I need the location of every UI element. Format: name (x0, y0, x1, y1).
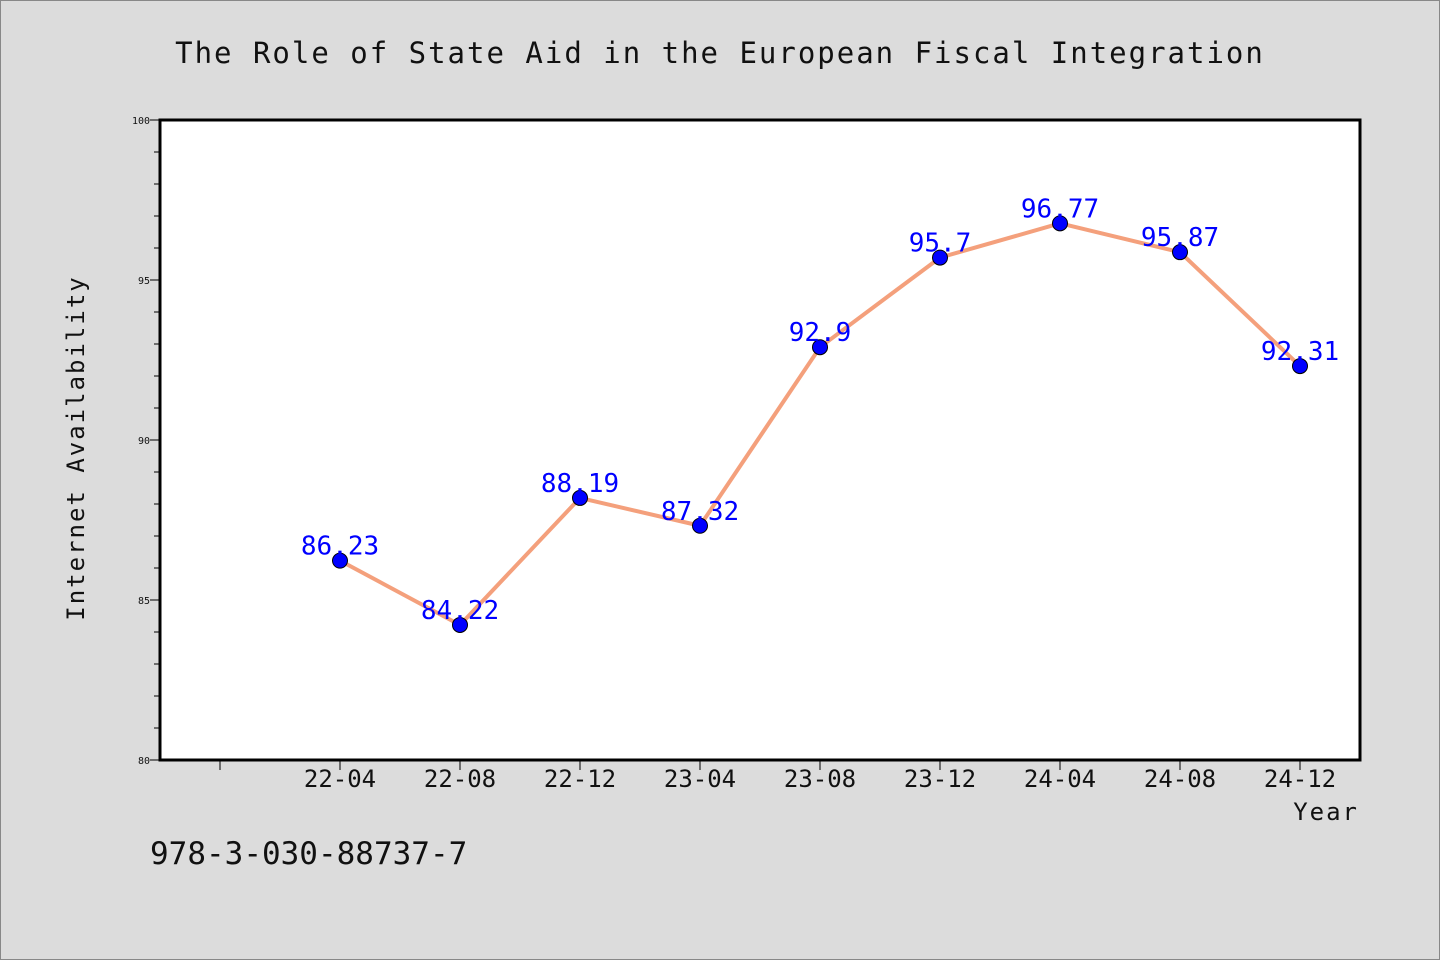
x-tick-label: 23-08 (784, 765, 856, 793)
data-label: 88.19 (541, 469, 619, 499)
data-point (692, 517, 708, 534)
footnote-isbn: 978-3-030-88737-7 (150, 836, 467, 872)
x-tick-label: 22-04 (304, 765, 376, 793)
x-tick-label: 24-08 (1144, 765, 1216, 793)
data-point (572, 489, 588, 506)
data-label: 96.77 (1021, 194, 1099, 224)
y-axis-label: Internet Availability (62, 275, 90, 620)
y-tick-label: 90 (138, 436, 150, 447)
y-tick-label: 95 (138, 276, 150, 287)
x-tick-label: 22-08 (424, 765, 496, 793)
data-point (1052, 215, 1068, 232)
x-axis: 22-04 22-08 22-12 23-04 23-08 23-12 24-04 24-08… (219, 760, 1336, 793)
data-label: 95.7 (909, 229, 972, 259)
data-label: 87.32 (661, 497, 739, 527)
x-tick-label: 23-12 (904, 765, 976, 793)
data-label: 92.31 (1261, 337, 1339, 367)
x-tick-label: 24-12 (1264, 765, 1336, 793)
data-label: 92.9 (789, 318, 852, 348)
x-axis-label: Year (1293, 798, 1359, 826)
data-label: 84.22 (421, 596, 499, 626)
data-point (332, 552, 348, 569)
data-label: 95.87 (1141, 223, 1219, 253)
data-point (812, 339, 828, 356)
data-point (1172, 244, 1188, 261)
chart-title: The Role of State Aid in the European Fi… (175, 36, 1265, 70)
series-layer: 86.23 84.22 88.19 87.32 92.9 95.7 96.77 95.87 92… (301, 194, 1339, 633)
y-tick-label: 100 (132, 116, 150, 127)
y-tick-label: 85 (138, 596, 150, 607)
plot-frame (158, 118, 1362, 762)
x-tick-label: 23-04 (664, 765, 736, 793)
data-label: 86.23 (301, 532, 379, 562)
data-point (1292, 358, 1308, 375)
data-point (932, 249, 948, 266)
data-point (452, 616, 468, 633)
y-tick-label: 80 (138, 756, 150, 767)
x-tick-label: 24-04 (1024, 765, 1096, 793)
y-axis: 80 85 90 95 100 (132, 116, 160, 767)
x-tick-label: 22-12 (544, 765, 616, 793)
